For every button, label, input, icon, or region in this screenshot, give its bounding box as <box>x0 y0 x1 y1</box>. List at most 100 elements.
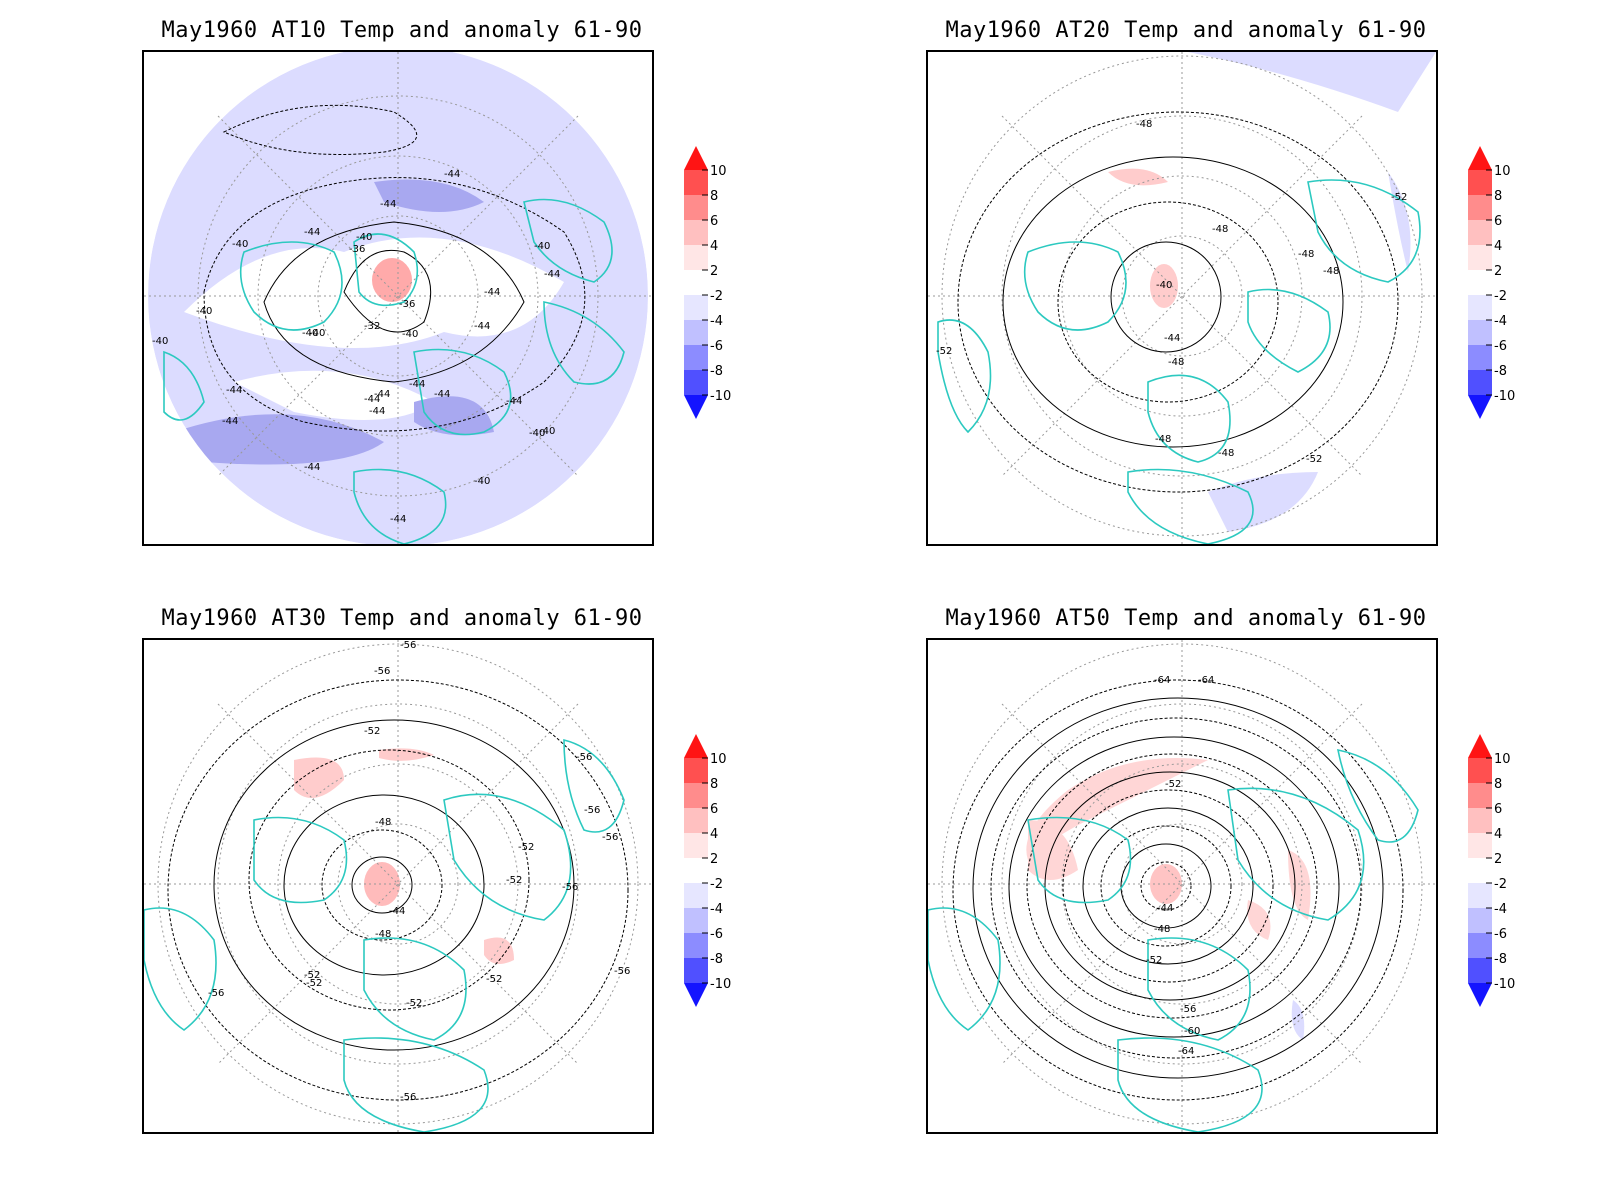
contour-label: -44 <box>380 199 396 210</box>
contour-label: -40 <box>356 232 372 243</box>
colorbar-tick-label: 10 <box>710 752 727 767</box>
colorbar-swatch <box>1468 195 1492 220</box>
colorbar-tick-label: 8 <box>1494 777 1502 792</box>
contour-label: -56 <box>400 1092 416 1103</box>
colorbar-swatch <box>1468 783 1492 808</box>
temperature-contours <box>167 679 629 1101</box>
contour-label: -40 <box>309 328 325 339</box>
colorbar-tick-label: -10 <box>1494 389 1515 404</box>
contour-label: -48 <box>1298 249 1314 260</box>
lat-lon-grid <box>928 640 1436 1132</box>
colorbar-swatch <box>684 908 708 933</box>
anomaly-cold-region <box>414 396 494 436</box>
contour-label: -44 <box>389 906 405 917</box>
colorbar-tick-label: 10 <box>1494 752 1511 767</box>
colorbar-tick-label: 8 <box>710 777 718 792</box>
contour-label: -56 <box>602 832 618 843</box>
contour-label: -48 <box>1136 119 1152 130</box>
colorbar-tick-label: -6 <box>1494 339 1507 354</box>
colorbar-swatch <box>684 933 708 958</box>
contour-label: -52 <box>306 978 322 989</box>
contour-label: -56 <box>576 752 592 763</box>
colorbar-swatch <box>684 345 708 370</box>
anomaly-neutral-region <box>234 370 434 420</box>
colorbar-tick-label: -6 <box>1494 927 1507 942</box>
colorbar-top-arrow <box>1468 146 1492 170</box>
panel-title: May1960 AT30 Temp and anomaly 61-90 <box>161 606 643 631</box>
colorbar-tick-label: 2 <box>710 264 718 279</box>
colorbar-tick-label: 2 <box>710 852 718 867</box>
colorbar-swatch <box>684 270 708 295</box>
temperature-contours <box>952 679 1404 1101</box>
colorbar-swatch <box>684 220 708 245</box>
anomaly-warm-region <box>364 862 400 906</box>
anomaly-cold-region <box>1291 1000 1305 1040</box>
colorbar-swatch <box>684 370 708 395</box>
colorbar-tick-label: -4 <box>710 902 723 917</box>
contour-label: -52 <box>486 974 502 985</box>
colorbar-tick-label: 4 <box>710 239 718 254</box>
anomaly-neutral-region <box>184 237 564 348</box>
colorbar-tick-label: 6 <box>710 214 718 229</box>
contour-label: -36 <box>399 299 415 310</box>
contour-label: -32 <box>364 321 380 332</box>
contour-label: -52 <box>406 998 422 1009</box>
contour-label: -48 <box>375 929 391 940</box>
colorbar-tick-label: -6 <box>710 339 723 354</box>
contour-label: -56 <box>400 640 416 651</box>
map-panel-at20: May1960 AT20 Temp and anomaly 61-90 <box>926 18 1600 578</box>
contour-label: -44 <box>304 227 320 238</box>
anomaly-colorbar: 10 8 6 4 2 -2 -4 -6 -8 -10 <box>684 146 744 436</box>
map-panel-at30: May1960 AT30 Temp and anomaly 61-90 <box>142 606 842 1166</box>
colorbar-tick-label: -10 <box>710 977 731 992</box>
contour-label: -52 <box>1165 779 1181 790</box>
anomaly-warm-region <box>1247 900 1271 940</box>
contour-label: -56 <box>374 666 390 677</box>
contour-label: -44 <box>374 389 390 400</box>
contour-label: -52 <box>304 970 320 981</box>
colorbar-tick-label: -8 <box>1494 364 1507 379</box>
colorbar-tick-label: -4 <box>1494 902 1507 917</box>
colorbar-svg: 10 8 6 4 2 -2 -4 -6 -8 -10 <box>1468 146 1515 419</box>
colorbar-swatch <box>684 758 708 783</box>
colorbar-svg: 10 8 6 4 2 -2 -4 -6 -8 -10 <box>684 734 731 1007</box>
colorbar-swatch <box>1468 295 1492 320</box>
colorbar-swatch <box>1468 245 1492 270</box>
coastlines <box>937 179 1421 544</box>
polar-map: -48 -48 -48 -48 -52 -40 -52 -44 -48 -48 … <box>926 50 1438 546</box>
anomaly-warm-region <box>1026 758 1208 860</box>
colorbar-tick-label: -4 <box>710 314 723 329</box>
colorbar-top-arrow <box>684 146 708 170</box>
contour-label: -40 <box>534 241 550 252</box>
colorbar-svg: 10 8 6 4 2 -2 -4 -6 -8 -10 <box>1468 734 1515 1007</box>
contour-label: -40 <box>1156 280 1172 291</box>
coastlines <box>144 738 625 1132</box>
colorbar-swatch <box>1468 808 1492 833</box>
colorbar-bottom-arrow <box>1468 395 1492 419</box>
colorbar-swatch <box>684 858 708 883</box>
contour-label: -44 <box>434 389 450 400</box>
contour-label: -40 <box>302 328 318 339</box>
colorbar-tick-label: 4 <box>710 827 718 842</box>
coastlines <box>163 198 625 544</box>
anomaly-warm-region <box>294 757 344 798</box>
contour-label: -44 <box>474 321 490 332</box>
colorbar-tick-label: 2 <box>1494 852 1502 867</box>
colorbar-swatch <box>684 195 708 220</box>
colorbar-tick-label: 4 <box>1494 827 1502 842</box>
colorbar-swatch <box>1468 883 1492 908</box>
contour-label: -44 <box>444 169 460 180</box>
contour-label: -56 <box>614 966 630 977</box>
colorbar-bottom-arrow <box>684 395 708 419</box>
map-canvas: -44 -44 -40 -44 -36 -40 -44 -40 -40 -40 … <box>144 52 652 544</box>
colorbar-swatch <box>1468 370 1492 395</box>
anomaly-warm-region <box>484 937 514 964</box>
contour-label: -48 <box>1154 924 1170 935</box>
contour-label: -48 <box>375 817 391 828</box>
contour-label: -44 <box>364 394 380 405</box>
colorbar-swatch <box>684 958 708 983</box>
colorbar-tick-label: -2 <box>710 289 723 304</box>
colorbar-swatch <box>1468 270 1492 295</box>
contour-label-group: -44 -44 -40 -44 -36 -40 -44 -40 -40 -40 … <box>152 169 560 525</box>
colorbar-tick-label: -8 <box>710 952 723 967</box>
